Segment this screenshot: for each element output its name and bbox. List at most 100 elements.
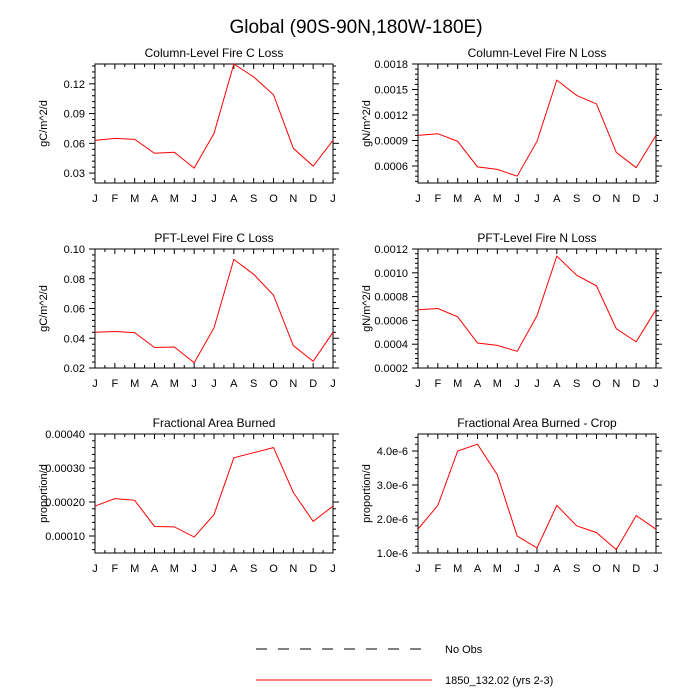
y-tick-label: 0.12 (64, 79, 85, 91)
x-tick-label: F (111, 378, 118, 390)
chart-title: Column-Level Fire C Loss (145, 46, 284, 60)
x-tick-label: D (309, 193, 317, 205)
x-tick-label: M (170, 193, 179, 205)
x-tick-label: A (474, 193, 482, 205)
figure-title: Global (90S-90N,180W-180E) (229, 17, 482, 38)
x-tick-label: J (415, 378, 421, 390)
x-tick-label: D (309, 563, 317, 575)
x-tick-label: J (514, 378, 520, 390)
x-tick-label: M (493, 563, 502, 575)
x-tick-label: S (250, 563, 257, 575)
x-tick-label: F (434, 193, 441, 205)
x-tick-label: D (309, 378, 317, 390)
y-axis-label: proportion/d (38, 464, 50, 523)
x-tick-label: J (415, 193, 421, 205)
x-tick-label: O (269, 193, 278, 205)
x-tick-label: J (653, 378, 659, 390)
x-tick-label: J (653, 563, 659, 575)
x-tick-label: N (289, 563, 297, 575)
legend-no-obs-label: No Obs (445, 644, 483, 656)
y-axis-label: proportion/d (361, 464, 373, 523)
y-axis-label: gC/m^2/d (38, 100, 50, 147)
x-tick-label: N (612, 378, 620, 390)
x-tick-label: O (592, 563, 601, 575)
x-tick-label: J (211, 193, 217, 205)
y-tick-label: 0.04 (64, 333, 85, 345)
x-tick-label: J (514, 193, 520, 205)
x-tick-label: A (151, 193, 159, 205)
y-tick-label: 1.0e-6 (377, 548, 408, 560)
y-tick-label: 0.0010 (374, 268, 408, 280)
x-tick-label: N (612, 193, 620, 205)
x-tick-label: J (92, 378, 98, 390)
series-line (94, 447, 334, 538)
series-line (417, 443, 657, 551)
x-tick-label: M (453, 378, 462, 390)
x-tick-label: O (269, 563, 278, 575)
x-tick-label: F (111, 563, 118, 575)
plot-frame (94, 433, 334, 554)
x-tick-label: A (230, 563, 238, 575)
series-line (417, 79, 657, 177)
x-tick-label: M (130, 193, 139, 205)
x-tick-label: A (151, 563, 159, 575)
x-tick-label: J (330, 378, 336, 390)
y-tick-label: 0.0009 (374, 136, 408, 148)
x-tick-label: A (553, 193, 561, 205)
y-tick-label: 0.02 (64, 363, 85, 375)
x-tick-label: D (632, 193, 640, 205)
y-tick-label: 0.00010 (45, 531, 85, 543)
y-tick-label: 4.0e-6 (377, 446, 408, 458)
x-tick-label: F (434, 563, 441, 575)
x-tick-label: M (453, 563, 462, 575)
x-tick-label: F (111, 193, 118, 205)
plot-frame (417, 63, 657, 184)
x-tick-label: M (130, 378, 139, 390)
x-tick-label: D (632, 563, 640, 575)
legend: No Obs 1850_132.02 (yrs 2-3) (256, 644, 553, 687)
y-tick-label: 0.00040 (45, 429, 85, 441)
x-tick-label: M (453, 193, 462, 205)
legend-model-label: 1850_132.02 (yrs 2-3) (445, 675, 553, 687)
y-tick-label: 0.0006 (374, 315, 408, 327)
x-tick-label: M (130, 563, 139, 575)
y-tick-label: 3.0e-6 (377, 480, 408, 492)
y-axis-label: gC/m^2/d (38, 285, 50, 332)
x-tick-label: J (92, 563, 98, 575)
x-tick-label: J (514, 563, 520, 575)
y-tick-label: 0.10 (64, 244, 85, 256)
x-tick-label: J (211, 563, 217, 575)
x-tick-label: A (230, 193, 238, 205)
x-tick-label: O (592, 378, 601, 390)
plot-frame (417, 433, 657, 554)
x-tick-label: J (534, 563, 540, 575)
x-tick-label: O (592, 193, 601, 205)
y-tick-label: 0.0004 (374, 339, 408, 351)
x-tick-label: A (151, 378, 159, 390)
plot-frame (417, 248, 657, 369)
chart-title: PFT-Level Fire N Loss (477, 231, 596, 245)
y-tick-label: 2.0e-6 (377, 514, 408, 526)
x-tick-label: J (534, 193, 540, 205)
x-tick-label: D (632, 378, 640, 390)
x-tick-label: J (534, 378, 540, 390)
y-tick-label: 0.0012 (374, 110, 408, 122)
x-tick-label: A (474, 563, 482, 575)
x-tick-label: J (330, 563, 336, 575)
x-tick-label: J (415, 563, 421, 575)
y-tick-label: 0.00020 (45, 497, 85, 509)
x-tick-label: S (250, 193, 257, 205)
x-tick-label: S (573, 563, 580, 575)
y-tick-label: 0.0012 (374, 244, 408, 256)
y-axis-label: gN/m^2/d (361, 285, 373, 332)
chart-title: Fractional Area Burned - Crop (457, 416, 617, 430)
y-tick-label: 0.09 (64, 109, 85, 121)
y-axis-label: gN/m^2/d (361, 100, 373, 147)
y-tick-label: 0.0006 (374, 161, 408, 173)
x-tick-label: A (230, 378, 238, 390)
plot-frame (94, 63, 334, 184)
